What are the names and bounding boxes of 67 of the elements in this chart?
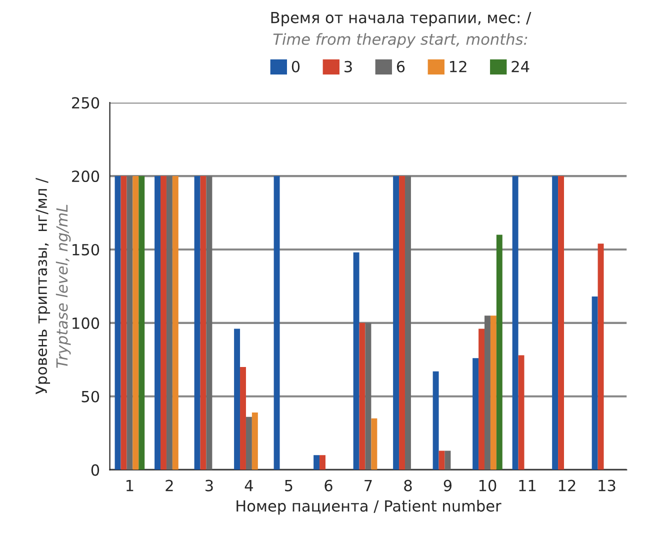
bar — [234, 328, 240, 470]
y-tick-label: 100 — [72, 317, 100, 329]
x-tick-label: 9 — [444, 480, 452, 492]
bar — [432, 371, 439, 470]
bar — [484, 316, 490, 470]
bar — [154, 176, 161, 470]
y-tick-label: 200 — [72, 170, 100, 182]
bar — [274, 176, 280, 470]
bar — [172, 176, 178, 470]
bar — [478, 328, 484, 470]
bar — [399, 176, 405, 470]
legend-title: Время от начала терапии, мес: / Time from therapy start, months: — [271, 12, 532, 48]
x-tick-label: 4 — [244, 480, 253, 492]
bar — [444, 450, 451, 470]
x-tick-label: 5 — [285, 480, 292, 492]
bar — [518, 355, 524, 470]
bar — [194, 176, 200, 470]
x-tick-label: 2 — [166, 480, 173, 492]
legend-label: 12 — [450, 60, 466, 72]
bar — [552, 176, 558, 470]
legend-label: 24 — [512, 60, 530, 72]
y-tick-label: 50 — [82, 390, 100, 402]
bar — [404, 176, 411, 470]
bar — [472, 358, 479, 470]
x-tick-label: 6 — [324, 480, 332, 492]
x-tick-label: 3 — [206, 480, 213, 492]
bar — [393, 176, 400, 470]
x-tick-label: 8 — [404, 480, 412, 492]
x-tick-label: 12 — [558, 480, 576, 492]
bar — [365, 322, 372, 470]
y-tick-label: 150 — [72, 244, 100, 256]
x-tick-label: 7 — [364, 480, 372, 492]
bar — [120, 176, 127, 470]
bar — [138, 176, 145, 470]
bar — [496, 234, 502, 470]
bar — [114, 176, 121, 470]
bar — [200, 176, 206, 470]
bar — [166, 176, 172, 470]
bar — [126, 176, 133, 470]
bar — [132, 176, 139, 470]
bar — [160, 176, 166, 470]
bar — [314, 455, 320, 470]
bar — [371, 418, 378, 470]
legend-label: 6 — [396, 60, 405, 72]
bar — [598, 244, 604, 470]
x-tick-label: 11 — [519, 480, 536, 492]
bar — [359, 322, 366, 470]
y-axis-title: Уровень триптазы, нг/мл / Tryptase level, ng/mL — [36, 178, 71, 394]
y-tick-label: 250 — [72, 97, 100, 109]
bar — [206, 176, 212, 470]
x-tick-label: 13 — [598, 480, 616, 492]
x-tick-label: 1 — [126, 480, 134, 492]
x-axis-title: Номер пациента / Patient number — [236, 500, 502, 515]
y-tick-label: 0 — [91, 464, 100, 476]
bar — [558, 176, 564, 470]
bar — [512, 176, 518, 470]
bar — [490, 316, 496, 470]
legend-label: 0 — [292, 60, 300, 72]
legend-label: 3 — [344, 60, 352, 72]
bar — [320, 455, 326, 470]
bar — [240, 366, 246, 470]
bar — [252, 412, 258, 470]
x-tick-label: 10 — [479, 480, 496, 492]
bar — [353, 252, 360, 470]
bar — [438, 450, 445, 470]
bar — [592, 296, 598, 470]
bar — [246, 416, 252, 470]
